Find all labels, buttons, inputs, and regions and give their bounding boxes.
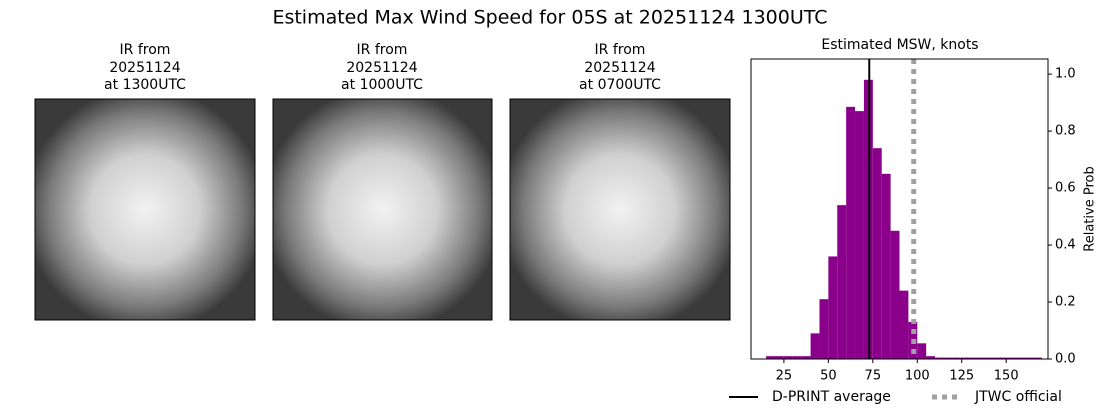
caption: at 0700UTC: [579, 77, 661, 93]
bar: [935, 357, 944, 359]
figure-title: Estimated Max Wind Speed for 05S at 2025…: [272, 7, 827, 29]
x-tick-label: 100: [905, 369, 930, 384]
x-tick-label: 25: [776, 369, 793, 384]
bar: [997, 357, 1007, 359]
bar: [775, 356, 784, 359]
ir-image: [272, 98, 493, 321]
x-tick-label: 50: [820, 369, 837, 384]
bar: [952, 357, 962, 359]
caption: 20251124: [584, 60, 655, 76]
bar: [899, 290, 909, 359]
bar: [943, 357, 953, 359]
bar: [881, 173, 891, 359]
caption: IR from: [357, 42, 408, 58]
bar: [783, 356, 793, 359]
bar: [766, 356, 776, 359]
y-tick-label: 0.0: [1055, 352, 1076, 367]
ir-panel: [509, 98, 731, 321]
bar: [890, 230, 900, 359]
ir-panel: [272, 98, 493, 321]
ir-image: [509, 98, 731, 321]
bar: [819, 299, 829, 359]
bar: [855, 111, 864, 359]
y-tick-label: 1.0: [1055, 67, 1076, 82]
caption: at 1300UTC: [104, 77, 186, 93]
y-axis-label: Relative Prob: [1083, 166, 1098, 251]
bar: [1032, 357, 1042, 359]
bar: [926, 356, 936, 359]
x-tick-label: 75: [865, 369, 882, 384]
bar: [1023, 357, 1033, 359]
bar: [1015, 357, 1024, 359]
chart-title: Estimated MSW, knots: [821, 37, 978, 53]
bar: [801, 356, 811, 359]
caption: 20251124: [346, 60, 417, 76]
ir-panel: [34, 98, 256, 321]
x-tick-label: 125: [949, 369, 974, 384]
legend-label: D-PRINT average: [772, 389, 891, 405]
bar: [988, 357, 998, 359]
plot-frame: [750, 58, 1049, 360]
y-tick-label: 0.2: [1055, 295, 1076, 310]
y-tick-label: 0.4: [1055, 238, 1076, 253]
y-tick-label: 0.8: [1055, 124, 1076, 139]
ir-image: [34, 98, 256, 321]
bar: [810, 333, 820, 359]
x-tick-label: 150: [994, 369, 1019, 384]
caption: IR from: [595, 42, 646, 58]
caption: 20251124: [109, 60, 180, 76]
bar: [979, 357, 989, 359]
bar: [828, 256, 838, 359]
bar: [837, 205, 847, 359]
bar: [846, 106, 856, 359]
caption: IR from: [120, 42, 171, 58]
y-tick-label: 0.6: [1055, 181, 1076, 196]
bar: [961, 357, 971, 359]
bar: [917, 343, 927, 359]
bar: [1006, 357, 1016, 359]
legend-label: JTWC official: [974, 389, 1062, 405]
bar: [792, 356, 802, 359]
bar: [970, 357, 980, 359]
caption: at 1000UTC: [341, 77, 423, 93]
bar: [872, 148, 882, 359]
